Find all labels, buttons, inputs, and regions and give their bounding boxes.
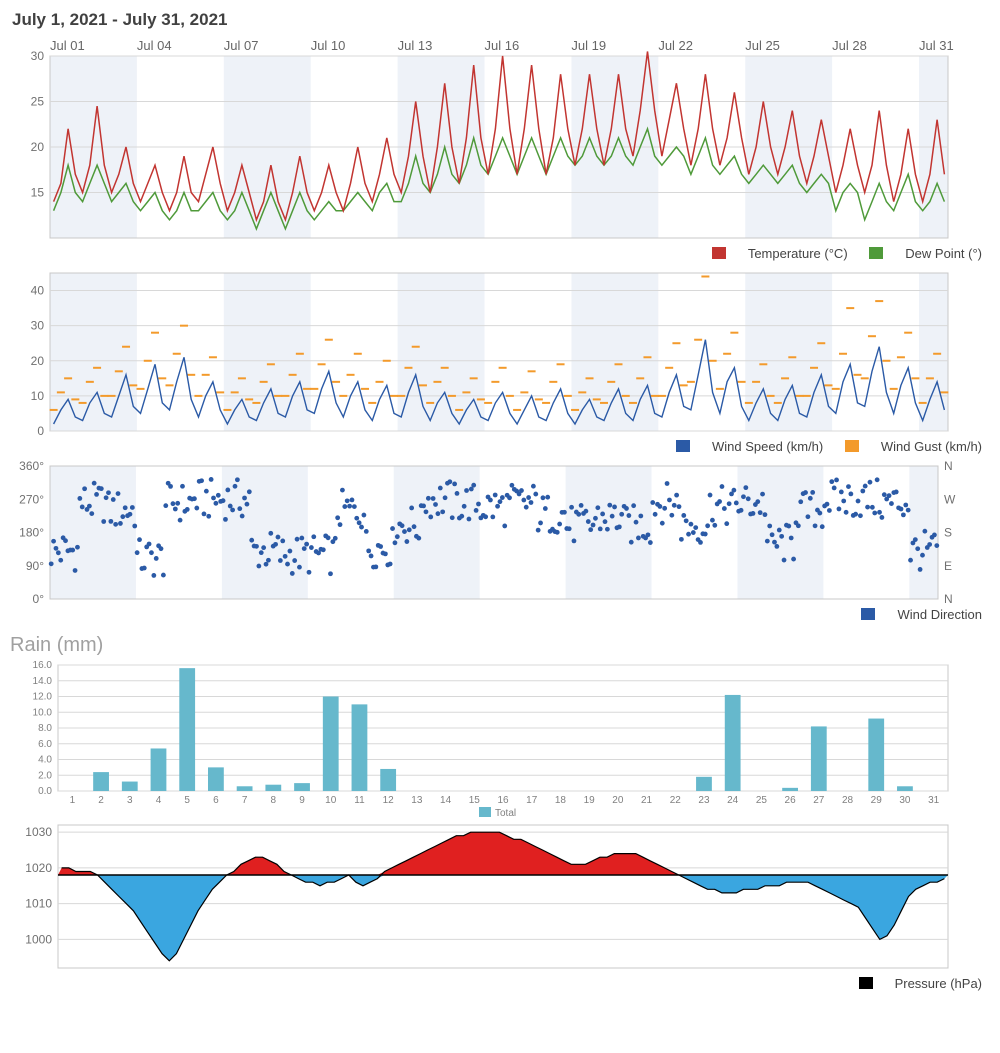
svg-text:16.0: 16.0 xyxy=(33,660,53,671)
svg-text:24: 24 xyxy=(727,795,739,806)
svg-text:Jul 19: Jul 19 xyxy=(571,38,606,53)
svg-text:5: 5 xyxy=(184,795,190,806)
dir-panel: 0° 90° 180° 270° 360° N E S W N xyxy=(8,460,992,605)
svg-text:360°: 360° xyxy=(19,460,44,473)
legend-speed: Wind Speed (km/h) xyxy=(712,439,823,454)
wind-legend: Wind Speed (km/h) Wind Gust (km/h) xyxy=(8,437,992,460)
svg-text:90°: 90° xyxy=(26,559,44,573)
svg-text:0.0: 0.0 xyxy=(38,786,52,797)
svg-text:10.0: 10.0 xyxy=(33,707,53,718)
svg-text:12: 12 xyxy=(383,795,395,806)
svg-text:22: 22 xyxy=(670,795,682,806)
legend-temp: Temperature (°C) xyxy=(748,246,848,261)
svg-text:14: 14 xyxy=(440,795,452,806)
svg-text:8.0: 8.0 xyxy=(38,723,52,734)
svg-text:Jul 28: Jul 28 xyxy=(832,38,867,53)
svg-text:4: 4 xyxy=(156,795,162,806)
svg-text:14.0: 14.0 xyxy=(33,676,53,687)
svg-text:Jul 25: Jul 25 xyxy=(745,38,780,53)
legend-press: Pressure (hPa) xyxy=(895,976,982,991)
svg-text:1010: 1010 xyxy=(25,897,52,911)
svg-text:12.0: 12.0 xyxy=(33,692,53,703)
svg-text:2.0: 2.0 xyxy=(38,770,52,781)
svg-text:20: 20 xyxy=(612,795,624,806)
legend-dir: Wind Direction xyxy=(897,607,982,622)
svg-text:9: 9 xyxy=(299,795,305,806)
svg-text:10: 10 xyxy=(325,795,337,806)
svg-text:7: 7 xyxy=(242,795,248,806)
svg-text:27: 27 xyxy=(813,795,825,806)
temp-chart: Jul 01 Jul 04 Jul 07 Jul 10 Jul 13 Jul 16 Jul … xyxy=(8,34,968,244)
svg-text:N: N xyxy=(944,460,953,473)
svg-text:1020: 1020 xyxy=(25,861,52,875)
svg-text:40: 40 xyxy=(31,284,45,298)
dir-chart: 0° 90° 180° 270° 360° N E S W N xyxy=(8,460,968,605)
svg-text:26: 26 xyxy=(785,795,797,806)
svg-text:Jul 22: Jul 22 xyxy=(658,38,693,53)
pressure-chart: 1000 1010 1020 1030 xyxy=(8,819,968,974)
rain-panel: 0.02.04.06.08.010.012.014.016.0123456789… xyxy=(8,659,992,819)
svg-text:1000: 1000 xyxy=(25,932,52,946)
temp-panel: Jul 01 Jul 04 Jul 07 Jul 10 Jul 13 Jul 16 Jul … xyxy=(8,34,992,244)
svg-text:18: 18 xyxy=(555,795,567,806)
legend-dew: Dew Point (°) xyxy=(905,246,982,261)
svg-text:Jul 10: Jul 10 xyxy=(311,38,346,53)
temp-legend: Temperature (°C) Dew Point (°) xyxy=(8,244,992,267)
svg-text:180°: 180° xyxy=(19,526,44,540)
pressure-legend: Pressure (hPa) xyxy=(8,974,992,997)
svg-text:30: 30 xyxy=(31,319,45,333)
wind-panel: 0 10 20 30 40 xyxy=(8,267,992,437)
svg-text:11: 11 xyxy=(354,795,365,806)
svg-text:Jul 31: Jul 31 xyxy=(919,38,954,53)
svg-text:15: 15 xyxy=(469,795,481,806)
svg-text:31: 31 xyxy=(928,795,940,806)
svg-text:30: 30 xyxy=(31,49,45,63)
pressure-panel: 1000 1010 1020 1030 xyxy=(8,819,992,974)
svg-text:Jul 04: Jul 04 xyxy=(137,38,172,53)
svg-text:Total: Total xyxy=(495,808,516,819)
svg-text:20: 20 xyxy=(31,354,45,368)
svg-text:Jul 13: Jul 13 xyxy=(398,38,433,53)
svg-text:8: 8 xyxy=(271,795,277,806)
rain-section-label: Rain (mm) xyxy=(10,634,992,657)
svg-text:2: 2 xyxy=(98,795,104,806)
dir-legend: Wind Direction xyxy=(8,605,992,628)
svg-text:13: 13 xyxy=(411,795,423,806)
svg-text:Jul 16: Jul 16 xyxy=(485,38,520,53)
svg-text:0°: 0° xyxy=(33,592,45,605)
svg-text:1030: 1030 xyxy=(25,825,52,839)
svg-text:E: E xyxy=(944,559,952,573)
svg-text:6: 6 xyxy=(213,795,219,806)
svg-text:19: 19 xyxy=(584,795,596,806)
svg-text:23: 23 xyxy=(698,795,710,806)
svg-text:6.0: 6.0 xyxy=(38,739,52,750)
svg-text:0: 0 xyxy=(37,424,44,437)
page-title: July 1, 2021 - July 31, 2021 xyxy=(12,10,992,30)
svg-text:28: 28 xyxy=(842,795,854,806)
rain-chart: 0.02.04.06.08.010.012.014.016.0123456789… xyxy=(8,659,968,819)
svg-text:4.0: 4.0 xyxy=(38,755,52,766)
svg-text:29: 29 xyxy=(871,795,883,806)
svg-text:16: 16 xyxy=(497,795,509,806)
svg-text:20: 20 xyxy=(31,140,45,154)
svg-text:10: 10 xyxy=(31,389,45,403)
svg-text:25: 25 xyxy=(31,95,45,109)
svg-text:30: 30 xyxy=(899,795,911,806)
svg-text:21: 21 xyxy=(641,795,653,806)
svg-text:S: S xyxy=(944,526,952,540)
svg-text:17: 17 xyxy=(526,795,538,806)
svg-text:1: 1 xyxy=(70,795,76,806)
svg-text:W: W xyxy=(944,492,956,506)
svg-text:25: 25 xyxy=(756,795,768,806)
svg-text:15: 15 xyxy=(31,186,45,200)
svg-text:3: 3 xyxy=(127,795,133,806)
svg-text:Jul 01: Jul 01 xyxy=(50,38,85,53)
legend-gust: Wind Gust (km/h) xyxy=(881,439,982,454)
wind-chart: 0 10 20 30 40 xyxy=(8,267,968,437)
svg-text:Jul 07: Jul 07 xyxy=(224,38,259,53)
svg-text:N: N xyxy=(944,592,953,605)
svg-text:270°: 270° xyxy=(19,492,44,506)
